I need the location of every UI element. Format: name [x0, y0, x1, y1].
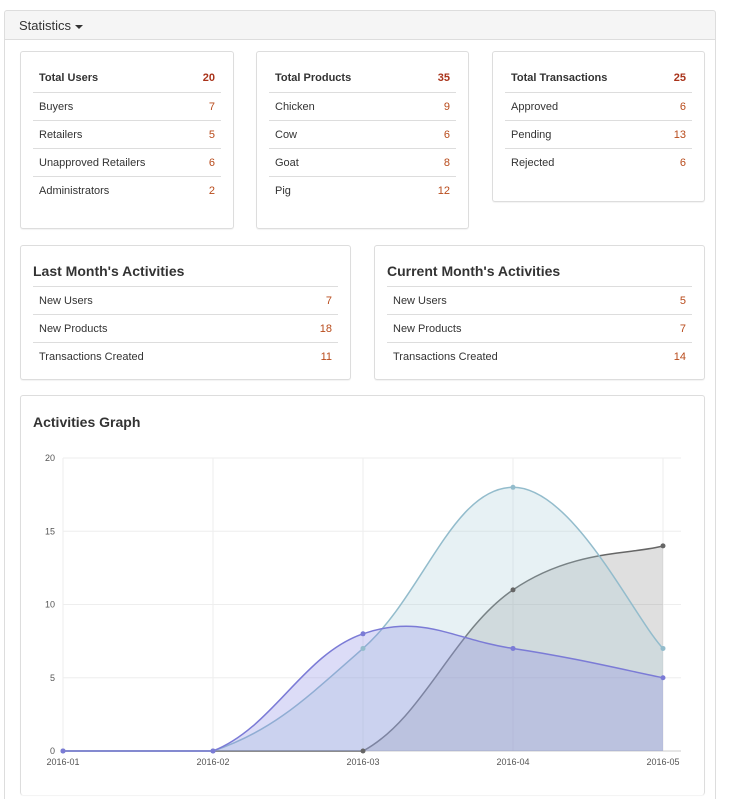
statistics-dropdown[interactable]: Statistics [4, 10, 716, 40]
stat-value: 2 [208, 184, 215, 197]
data-point [660, 543, 666, 549]
activity-label: Transactions Created [39, 350, 144, 363]
stat-label: Retailers [39, 128, 83, 141]
statistics-panel: Total Users 20 Buyers 7 Retailers 5 Unap… [4, 39, 716, 799]
stat-row: Retailers 5 [33, 120, 221, 148]
stat-value: 6 [679, 100, 686, 113]
activity-row: New Users 5 [387, 286, 692, 314]
total-transactions-box: Total Transactions 25 Approved 6 Pending… [492, 51, 705, 202]
stat-value: 6 [679, 156, 686, 169]
stat-row: Pig 12 [269, 176, 456, 204]
data-point [60, 748, 66, 754]
activity-value: 11 [320, 350, 332, 363]
stat-label: Pig [275, 184, 291, 197]
total-products-value: 35 [437, 72, 450, 84]
total-transactions-label: Total Transactions [511, 72, 608, 84]
y-tick-label: 20 [45, 453, 55, 463]
data-point [360, 631, 366, 637]
total-users-box: Total Users 20 Buyers 7 Retailers 5 Unap… [20, 51, 234, 229]
total-transactions-value: 25 [673, 72, 686, 84]
total-users-value: 20 [202, 72, 215, 84]
stat-row: Approved 6 [505, 92, 692, 120]
stat-label: Chicken [275, 100, 315, 113]
stat-value: 8 [443, 156, 450, 169]
stat-label: Pending [511, 128, 552, 141]
stat-label: Approved [511, 100, 559, 113]
activity-row: New Products 18 [33, 314, 338, 342]
statistics-label: Statistics [19, 18, 72, 33]
total-products-row: Total Products 35 [269, 64, 456, 92]
data-point [510, 587, 516, 593]
total-products-box: Total Products 35 Chicken 9 Cow 6 Goat 8… [256, 51, 469, 229]
stat-value: 5 [208, 128, 215, 141]
activity-row: Transactions Created 14 [387, 342, 692, 370]
activity-label: Transactions Created [393, 350, 498, 363]
stat-row: Goat 8 [269, 148, 456, 176]
current-month-title: Current Month's Activities [387, 263, 561, 279]
stat-row: Rejected 6 [505, 148, 692, 176]
data-point [210, 748, 216, 754]
activities-graph: 0 5 10 15 20 2016-01 2016-02 2016-03 2016-04 2016… [45, 453, 681, 767]
data-point [360, 645, 366, 651]
y-tick-label: 15 [45, 526, 55, 536]
y-tick-label: 0 [50, 746, 55, 756]
stat-label: Rejected [511, 156, 555, 169]
series-area [63, 626, 663, 751]
activity-label: New Products [39, 322, 108, 335]
x-tick-label: 2016-05 [646, 757, 679, 767]
activity-row: New Products 7 [387, 314, 692, 342]
y-tick-label: 5 [50, 673, 55, 683]
data-point [510, 484, 516, 490]
caret-down-icon [75, 24, 84, 29]
activity-value: 18 [319, 322, 332, 335]
y-tick-label: 10 [45, 600, 55, 610]
series-area [63, 487, 663, 751]
x-tick-label: 2016-01 [46, 757, 79, 767]
stat-row: Chicken 9 [269, 92, 456, 120]
stat-row: Buyers 7 [33, 92, 221, 120]
series-area [63, 545, 663, 751]
graph-title: Activities Graph [33, 414, 141, 430]
activity-label: New Products [393, 322, 462, 335]
stat-row: Unapproved Retailers 6 [33, 148, 221, 176]
activity-value: 7 [679, 322, 686, 335]
stat-value: 6 [208, 156, 215, 169]
activities-graph-box: Activities Graph 0 5 10 15 20 2016-01 2016-02 2… [20, 395, 705, 795]
stat-label: Unapproved Retailers [39, 156, 146, 169]
activity-label: New Users [39, 294, 93, 307]
stat-label: Administrators [39, 184, 110, 197]
data-point [660, 645, 666, 651]
activity-value: 14 [673, 350, 686, 363]
last-month-title: Last Month's Activities [33, 263, 185, 279]
stat-row: Pending 13 [505, 120, 692, 148]
activity-row: New Users 7 [33, 286, 338, 314]
total-transactions-row: Total Transactions 25 [505, 64, 692, 92]
x-tick-label: 2016-03 [346, 757, 379, 767]
stat-value: 7 [208, 100, 215, 113]
data-point [510, 645, 516, 651]
last-month-activities-box: Last Month's Activities New Users 7 New … [20, 245, 351, 380]
stat-label: Cow [275, 128, 298, 141]
stat-value: 6 [443, 128, 450, 141]
stat-value: 12 [437, 184, 450, 197]
stat-label: Goat [275, 156, 299, 169]
x-tick-label: 2016-04 [496, 757, 529, 767]
activity-row: Transactions Created 11 [33, 342, 338, 370]
stat-value: 13 [673, 128, 686, 141]
stat-row: Cow 6 [269, 120, 456, 148]
stat-label: Buyers [39, 100, 74, 113]
stat-row: Administrators 2 [33, 176, 221, 204]
total-users-label: Total Users [39, 72, 99, 84]
current-month-activities-box: Current Month's Activities New Users 5 N… [374, 245, 705, 380]
activity-label: New Users [393, 294, 447, 307]
data-point [360, 748, 366, 754]
activity-value: 7 [325, 294, 332, 307]
data-point [660, 675, 666, 681]
total-products-label: Total Products [275, 72, 352, 84]
total-users-row: Total Users 20 [33, 64, 221, 92]
x-tick-label: 2016-02 [196, 757, 229, 767]
stat-value: 9 [443, 100, 450, 113]
activity-value: 5 [679, 294, 686, 307]
